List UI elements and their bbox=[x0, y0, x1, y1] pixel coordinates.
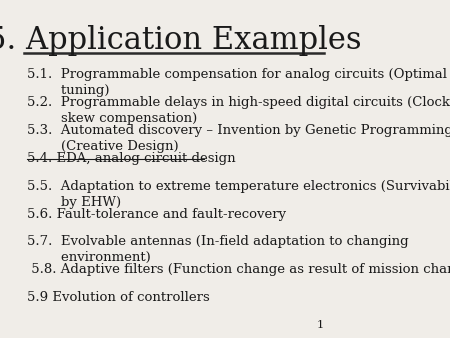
Text: 5.3.  Automated discovery – Invention by Genetic Programming
        (Creative D: 5.3. Automated discovery – Invention by … bbox=[27, 124, 450, 153]
Text: 5.7.  Evolvable antennas (In-field adaptation to changing
        environment): 5.7. Evolvable antennas (In-field adapta… bbox=[27, 235, 409, 264]
Text: 5.2.  Programmable delays in high-speed digital circuits (Clock
        skew com: 5.2. Programmable delays in high-speed d… bbox=[27, 96, 450, 125]
Text: 5.5.  Adaptation to extreme temperature electronics (Survivability
        by EH: 5.5. Adaptation to extreme temperature e… bbox=[27, 180, 450, 209]
Text: 5.1.  Programmable compensation for analog circuits (Optimal
        tuning): 5.1. Programmable compensation for analo… bbox=[27, 68, 447, 97]
Text: 5.6. Fault-tolerance and fault-recovery: 5.6. Fault-tolerance and fault-recovery bbox=[27, 208, 286, 221]
Text: 5.4. EDA, analog circuit design: 5.4. EDA, analog circuit design bbox=[27, 152, 236, 165]
Text: 1: 1 bbox=[317, 320, 324, 330]
Text: 5.9 Evolution of controllers: 5.9 Evolution of controllers bbox=[27, 291, 210, 304]
Text: 5.8. Adaptive filters (Function change as result of mission change): 5.8. Adaptive filters (Function change a… bbox=[27, 263, 450, 276]
Text: 5. Application Examples: 5. Application Examples bbox=[0, 25, 361, 56]
